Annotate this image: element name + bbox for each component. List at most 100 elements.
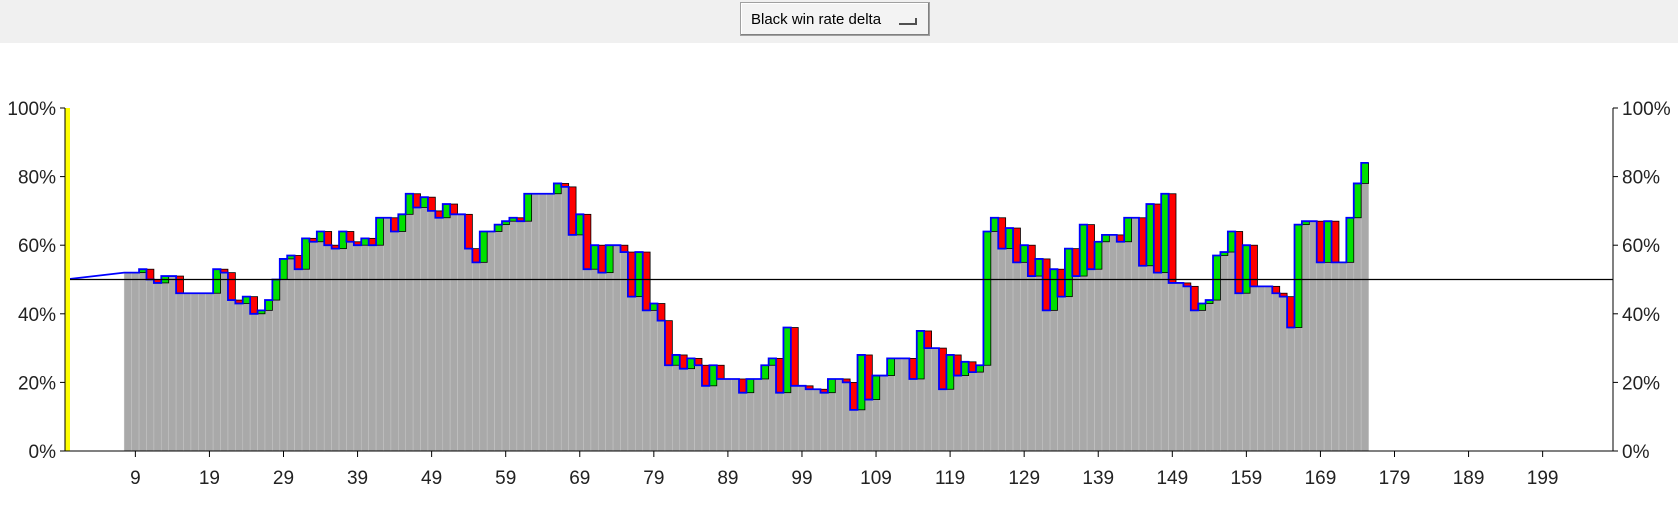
gain-delta-bar [523,193,533,222]
win-rate-bar [1094,268,1103,452]
gain-delta-bar [590,244,599,270]
loss-delta-bar [642,251,651,311]
y-tick-label-left: 20% [18,373,56,394]
gain-delta-bar [242,296,251,304]
loss-delta-bar [701,364,710,387]
loss-delta-bar [597,244,607,274]
gain-delta-bar [916,330,925,380]
win-rate-bar [279,279,288,452]
win-rate-bar [227,299,236,452]
gain-delta-bar [1323,220,1332,263]
x-tick-label: 109 [860,468,892,489]
win-rate-bar [968,371,977,452]
win-rate-bar [1153,272,1162,452]
win-rate-bar [1234,292,1243,452]
win-rate-bar [175,292,184,452]
win-rate-bar [523,220,532,452]
x-tick-label: 119 [935,468,965,489]
win-rate-bar [168,275,177,452]
gain-delta-bar [1345,217,1355,263]
loss-delta-bar [1042,258,1051,311]
win-rate-bar [1190,310,1199,452]
gain-delta-bar [264,299,273,311]
x-tick-label: 9 [130,468,141,489]
loss-delta-bar [1086,224,1095,270]
win-rate-bar [886,375,895,452]
loss-delta-bar [849,381,858,411]
gain-delta-bar [1034,258,1044,277]
gain-delta-bar [945,354,955,390]
win-rate-bar [546,193,555,452]
win-rate-bar [672,364,681,452]
loss-delta-bar [908,357,918,380]
loss-delta-bar [938,347,947,390]
graph-mode-dropdown[interactable]: Black win rate delta [740,2,930,36]
x-tick-label: 169 [1305,468,1337,489]
win-rate-bar [753,378,762,452]
win-rate-bar [575,234,584,452]
loss-delta-bar [471,248,481,263]
gain-delta-bar [871,375,881,400]
gain-delta-bar [397,213,407,232]
loss-delta-bar [997,217,1007,250]
win-rate-bar [1212,299,1221,452]
loss-delta-bar [1071,248,1081,277]
loss-delta-bar [716,364,725,380]
gain-delta-bar [746,378,755,394]
gain-delta-bar [605,244,614,274]
dropdown-indicator-icon [899,17,917,25]
win-rate-bar [390,231,399,452]
x-tick-label: 129 [1008,468,1040,489]
win-rate-bar [983,364,992,452]
loss-delta-bar [664,320,673,366]
graph-mode-label: Black win rate delta [751,10,882,28]
gain-delta-bar [1212,255,1221,301]
win-rate-bar [894,358,903,452]
loss-delta-bar [1190,285,1199,311]
win-rate-bar [138,272,147,452]
win-rate-bar [1012,262,1021,452]
loss-delta-bar [434,210,444,219]
win-rate-bar [449,214,458,452]
loss-delta-bar [694,357,703,366]
loss-delta-bar [968,361,977,373]
loss-delta-bar [657,303,666,322]
x-tick-label: 189 [1453,468,1485,489]
loss-delta-bar [627,251,636,298]
win-rate-bar [272,299,281,452]
loss-delta-bar [620,244,629,253]
loss-delta-bar [1116,234,1125,243]
win-rate-bar [472,262,481,452]
win-rate-chart[interactable]: 0% 0% 20% 20% 40% 40% 60% 60% 80% 80% 100% 100% 9 19 2… [0,43,1678,508]
y-tick-label-right: 0% [1622,442,1650,463]
win-rate-bar [346,241,355,452]
win-rate-bar [1227,251,1236,452]
gain-delta-bar [1353,183,1362,219]
gain-delta-bar [1123,217,1132,243]
win-rate-bar [1123,241,1132,452]
win-rate-bar [568,234,577,452]
win-rate-bar [1197,310,1206,452]
win-rate-bar [649,310,658,452]
win-rate-bar [597,272,606,452]
x-tick-label: 159 [1231,468,1263,489]
gain-delta-bar [1145,203,1155,267]
win-rate-bar [709,385,718,452]
win-rate-bar [1175,282,1184,452]
x-tick-label: 179 [1379,468,1411,489]
win-rate-bar [1064,296,1073,452]
win-rate-bar [368,244,377,452]
win-rate-bar [153,282,162,452]
loss-delta-bar [1153,203,1162,274]
gain-delta-bar [857,354,866,411]
win-rate-bar [716,378,725,452]
win-rate-bar [1101,241,1110,452]
gain-delta-bar [271,279,281,301]
gain-delta-bar [553,183,562,195]
win-rate-bar [375,244,384,452]
loss-delta-bar [679,354,688,370]
win-rate-line [64,161,1369,411]
loss-delta-bar [346,231,355,243]
win-rate-bar [879,375,888,452]
win-rate-bar [160,282,169,452]
